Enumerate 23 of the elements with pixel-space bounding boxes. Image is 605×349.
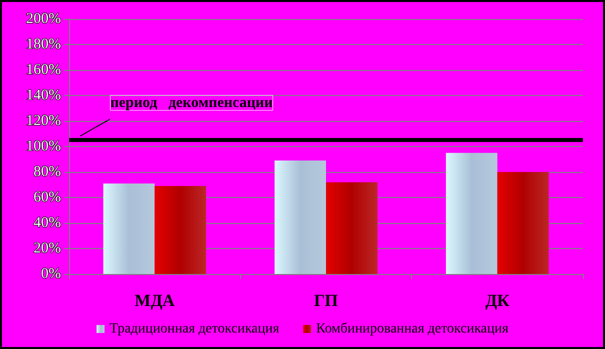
x-tick-label: ДК: [485, 291, 510, 310]
bar: [274, 160, 326, 274]
y-tick-label: 140%: [26, 88, 61, 104]
x-tick-label: МДА: [134, 291, 176, 310]
y-tick-label: 20%: [34, 240, 61, 256]
y-tick-label: 120%: [26, 113, 61, 129]
y-tick-label: 160%: [26, 62, 61, 78]
y-tick-label: 80%: [34, 164, 61, 180]
bar: [103, 183, 155, 274]
bar: [326, 182, 378, 274]
y-tick-label: 180%: [26, 36, 61, 52]
legend-label: Комбинированная детоксикация: [316, 322, 510, 336]
bar: [446, 152, 498, 274]
ref-line-label: период декомпенсации: [110, 94, 274, 111]
y-tick-label: 200%: [26, 11, 61, 27]
y-tick-label: 100%: [26, 138, 61, 154]
bar: [497, 172, 549, 274]
y-tick-label: 0%: [41, 266, 61, 282]
y-tick-label: 60%: [34, 190, 61, 206]
bar: [154, 186, 206, 274]
x-tick-label: ГП: [314, 291, 338, 310]
y-tick-label: 40%: [34, 215, 61, 231]
legend-label: Традиционная детоксикация: [110, 322, 280, 336]
